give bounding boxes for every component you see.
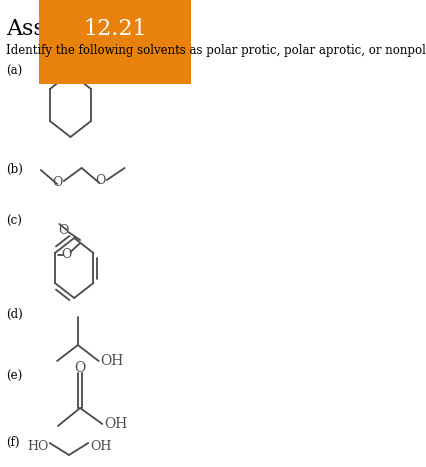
Text: O: O	[58, 224, 69, 236]
Text: O: O	[74, 361, 86, 375]
Text: O: O	[61, 248, 72, 262]
Text: OH: OH	[100, 354, 123, 368]
Text: (a): (a)	[6, 65, 22, 78]
Text: O: O	[95, 175, 105, 187]
Text: OH: OH	[89, 440, 111, 453]
Text: OH: OH	[104, 417, 127, 431]
Text: (c): (c)	[6, 215, 22, 228]
Text: Assessment: Assessment	[6, 18, 145, 40]
Text: O: O	[52, 176, 62, 189]
Text: 12.21: 12.21	[83, 18, 147, 40]
Text: (d): (d)	[6, 308, 23, 321]
Text: (b): (b)	[6, 163, 23, 176]
Text: (e): (e)	[6, 370, 22, 383]
Text: (f): (f)	[6, 436, 20, 449]
Text: Identify the following solvents as polar protic, polar aprotic, or nonpolar.: Identify the following solvents as polar…	[6, 44, 426, 57]
Text: HO: HO	[27, 440, 48, 453]
